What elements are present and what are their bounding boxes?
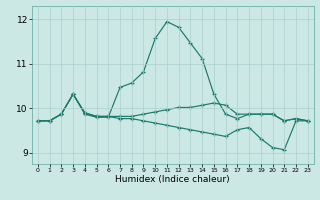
- X-axis label: Humidex (Indice chaleur): Humidex (Indice chaleur): [116, 175, 230, 184]
